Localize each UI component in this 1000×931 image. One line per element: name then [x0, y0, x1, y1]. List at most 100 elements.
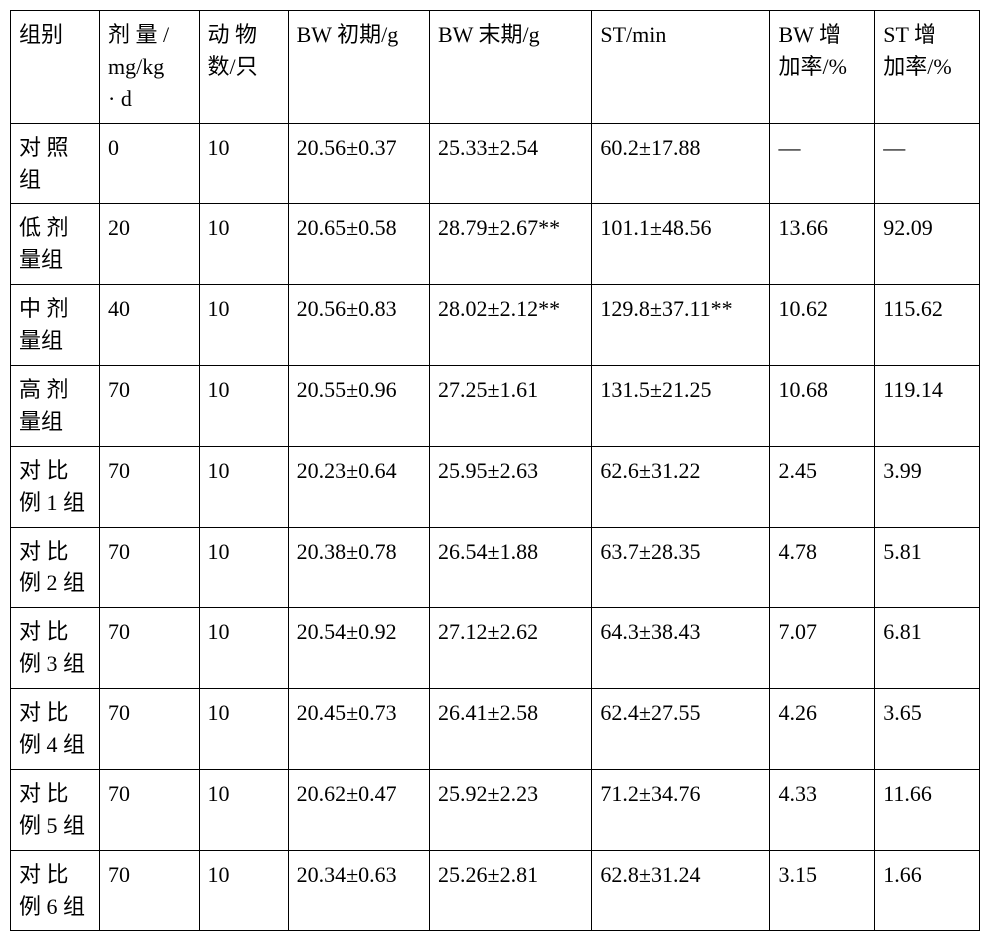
table-row: 高 剂量组701020.55±0.9627.25±1.61131.5±21.25… [11, 366, 980, 447]
cell-bw-final: 25.92±2.23 [430, 769, 592, 850]
col-header-group: 组别 [11, 11, 100, 124]
cell-bw-initial: 20.38±0.78 [288, 527, 429, 608]
cell-bw-inc: 13.66 [770, 204, 875, 285]
cell-bw-initial: 20.55±0.96 [288, 366, 429, 447]
col-header-text: ST/min [600, 22, 666, 47]
table-row: 对 比例 5 组701020.62±0.4725.92±2.2371.2±34.… [11, 769, 980, 850]
cell-bw-initial: 20.56±0.37 [288, 123, 429, 204]
col-header-text: 组别 [19, 22, 63, 47]
cell-n: 10 [199, 446, 288, 527]
cell-st: 62.4±27.55 [592, 689, 770, 770]
cell-st: 62.8±31.24 [592, 850, 770, 931]
cell-n: 10 [199, 850, 288, 931]
cell-text-line: 量组 [19, 406, 93, 438]
cell-n: 10 [199, 769, 288, 850]
cell-n: 10 [199, 527, 288, 608]
cell-dose: 70 [100, 689, 200, 770]
cell-bw-inc: 4.78 [770, 527, 875, 608]
cell-bw-inc: 3.15 [770, 850, 875, 931]
cell-bw-final: 26.54±1.88 [430, 527, 592, 608]
cell-st: 60.2±17.88 [592, 123, 770, 204]
cell-text-line: 例 2 组 [19, 567, 93, 599]
cell-text-line: 例 4 组 [19, 729, 93, 761]
cell-st: 101.1±48.56 [592, 204, 770, 285]
cell-st: 71.2±34.76 [592, 769, 770, 850]
cell-group: 对 比例 1 组 [11, 446, 100, 527]
col-header-line: BW 增 [778, 19, 868, 51]
cell-bw-inc: — [770, 123, 875, 204]
table-row: 对 比例 6 组701020.34±0.6325.26±2.8162.8±31.… [11, 850, 980, 931]
cell-bw-initial: 20.56±0.83 [288, 285, 429, 366]
cell-st: 129.8±37.11** [592, 285, 770, 366]
cell-text-line: 对 比 [19, 536, 93, 568]
cell-st-inc: 119.14 [875, 366, 980, 447]
cell-text-line: 例 1 组 [19, 487, 93, 519]
cell-bw-initial: 20.62±0.47 [288, 769, 429, 850]
col-header-line: mg/kg [108, 51, 193, 83]
cell-text-line: 中 剂 [19, 293, 93, 325]
cell-st-inc: 5.81 [875, 527, 980, 608]
cell-group: 对 比例 4 组 [11, 689, 100, 770]
data-table: 组别 剂 量 / mg/kg · d 动 物 数/只 BW 初期/g [10, 10, 980, 931]
cell-group: 对 比例 2 组 [11, 527, 100, 608]
col-header-st-inc: ST 增 加率/% [875, 11, 980, 124]
cell-text-line: 量组 [19, 325, 93, 357]
col-header-text: BW 末期/g [438, 22, 540, 47]
col-header-bw-initial: BW 初期/g [288, 11, 429, 124]
cell-bw-initial: 20.23±0.64 [288, 446, 429, 527]
col-header-st: ST/min [592, 11, 770, 124]
cell-bw-final: 25.95±2.63 [430, 446, 592, 527]
cell-st-inc: 3.99 [875, 446, 980, 527]
cell-text-line: 高 剂 [19, 374, 93, 406]
col-header-bw-inc: BW 增 加率/% [770, 11, 875, 124]
cell-n: 10 [199, 608, 288, 689]
col-header-line: 加率/% [778, 51, 868, 83]
table-row: 中 剂量组401020.56±0.8328.02±2.12**129.8±37.… [11, 285, 980, 366]
header-row: 组别 剂 量 / mg/kg · d 动 物 数/只 BW 初期/g [11, 11, 980, 124]
cell-dose: 40 [100, 285, 200, 366]
cell-bw-inc: 10.62 [770, 285, 875, 366]
cell-bw-inc: 4.26 [770, 689, 875, 770]
table-body: 对 照组01020.56±0.3725.33±2.5460.2±17.88——低… [11, 123, 980, 931]
cell-bw-final: 28.79±2.67** [430, 204, 592, 285]
cell-n: 10 [199, 689, 288, 770]
cell-bw-final: 28.02±2.12** [430, 285, 592, 366]
cell-bw-inc: 4.33 [770, 769, 875, 850]
cell-st: 131.5±21.25 [592, 366, 770, 447]
cell-dose: 70 [100, 527, 200, 608]
cell-group: 高 剂量组 [11, 366, 100, 447]
table-head: 组别 剂 量 / mg/kg · d 动 物 数/只 BW 初期/g [11, 11, 980, 124]
col-header-n: 动 物 数/只 [199, 11, 288, 124]
cell-text-line: 例 3 组 [19, 648, 93, 680]
cell-text-line: 对 照 [19, 132, 93, 164]
cell-bw-initial: 20.45±0.73 [288, 689, 429, 770]
cell-group: 对 照组 [11, 123, 100, 204]
col-header-line: 数/只 [208, 51, 282, 83]
cell-group: 对 比例 6 组 [11, 850, 100, 931]
cell-dose: 70 [100, 850, 200, 931]
cell-st-inc: 3.65 [875, 689, 980, 770]
cell-group: 对 比例 5 组 [11, 769, 100, 850]
cell-n: 10 [199, 204, 288, 285]
table-row: 低 剂量组201020.65±0.5828.79±2.67**101.1±48.… [11, 204, 980, 285]
cell-text-line: 例 5 组 [19, 810, 93, 842]
cell-dose: 0 [100, 123, 200, 204]
cell-bw-final: 26.41±2.58 [430, 689, 592, 770]
cell-bw-initial: 20.65±0.58 [288, 204, 429, 285]
cell-n: 10 [199, 285, 288, 366]
cell-bw-final: 25.33±2.54 [430, 123, 592, 204]
cell-dose: 70 [100, 446, 200, 527]
table-row: 对 比例 2 组701020.38±0.7826.54±1.8863.7±28.… [11, 527, 980, 608]
table-row: 对 比例 4 组701020.45±0.7326.41±2.5862.4±27.… [11, 689, 980, 770]
cell-st-inc: 1.66 [875, 850, 980, 931]
col-header-line: · d [108, 83, 193, 115]
cell-text-line: 组 [19, 164, 93, 196]
cell-bw-final: 25.26±2.81 [430, 850, 592, 931]
table-row: 对 照组01020.56±0.3725.33±2.5460.2±17.88—— [11, 123, 980, 204]
col-header-line: 加率/% [883, 51, 973, 83]
cell-st-inc: 6.81 [875, 608, 980, 689]
cell-st: 63.7±28.35 [592, 527, 770, 608]
cell-bw-initial: 20.54±0.92 [288, 608, 429, 689]
cell-bw-inc: 10.68 [770, 366, 875, 447]
cell-st: 64.3±38.43 [592, 608, 770, 689]
